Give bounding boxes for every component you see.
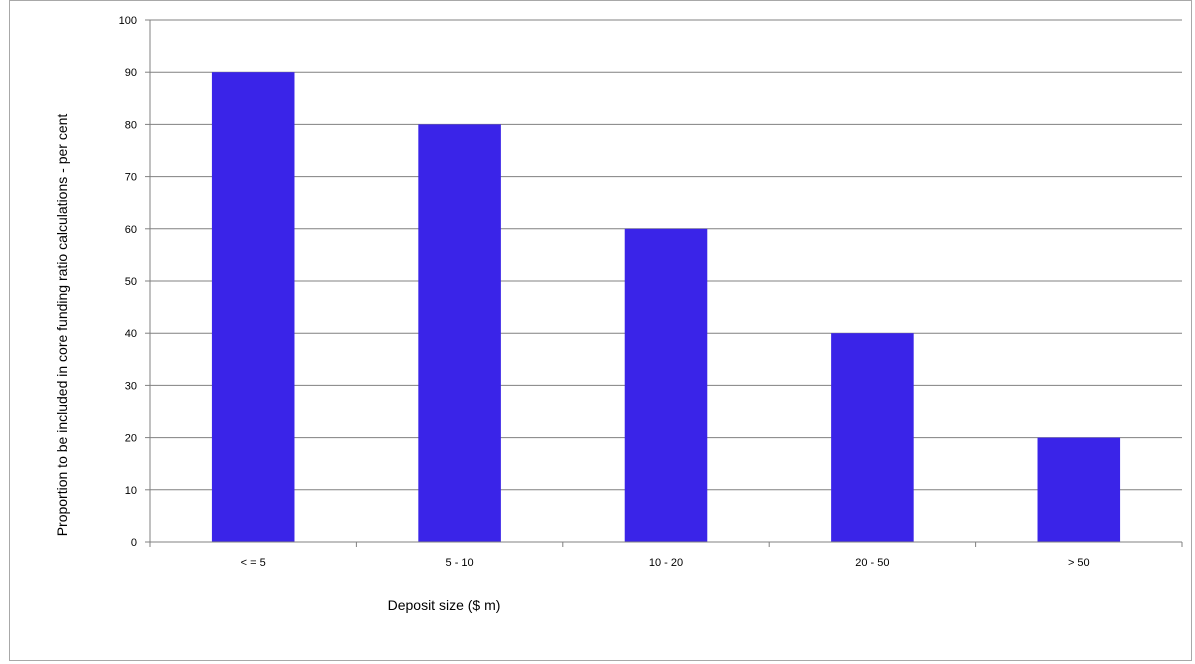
y-tick-label: 20 — [125, 433, 137, 445]
x-ticks: < = 5 5 - 10 10 - 20 20 - 50 > 50 — [149, 542, 1183, 569]
x-tick-label: 10 - 20 — [649, 557, 683, 569]
y-tick-label: 80 — [125, 119, 137, 131]
y-ticks: 0 10 20 30 40 50 60 70 80 90 100 — [119, 15, 150, 549]
chart-frame — [9, 0, 1192, 661]
bar — [831, 333, 914, 542]
y-tick-label: 90 — [125, 67, 137, 79]
y-tick-label: 0 — [131, 537, 137, 549]
y-tick-label: 10 — [125, 485, 137, 497]
y-axis-label: Proportion to be included in core fundin… — [54, 114, 70, 537]
bar — [418, 124, 501, 543]
y-tick-label: 100 — [119, 15, 137, 27]
bar — [624, 228, 708, 543]
bars — [211, 72, 1121, 543]
y-tick-label: 60 — [125, 224, 137, 236]
bar — [1037, 437, 1121, 542]
x-tick-label: > 50 — [1068, 557, 1090, 569]
y-tick-label: 50 — [125, 276, 137, 288]
x-axis-label: Deposit size ($ m) — [388, 597, 501, 613]
x-tick-label: 20 - 50 — [855, 557, 889, 569]
bar — [211, 72, 295, 542]
y-tick-label: 70 — [125, 172, 137, 184]
y-tick-label: 30 — [125, 380, 137, 392]
y-tick-label: 40 — [125, 328, 137, 340]
x-tick-label: 5 - 10 — [446, 557, 474, 569]
x-tick-label: < = 5 — [241, 557, 266, 569]
gridlines — [150, 19, 1182, 491]
